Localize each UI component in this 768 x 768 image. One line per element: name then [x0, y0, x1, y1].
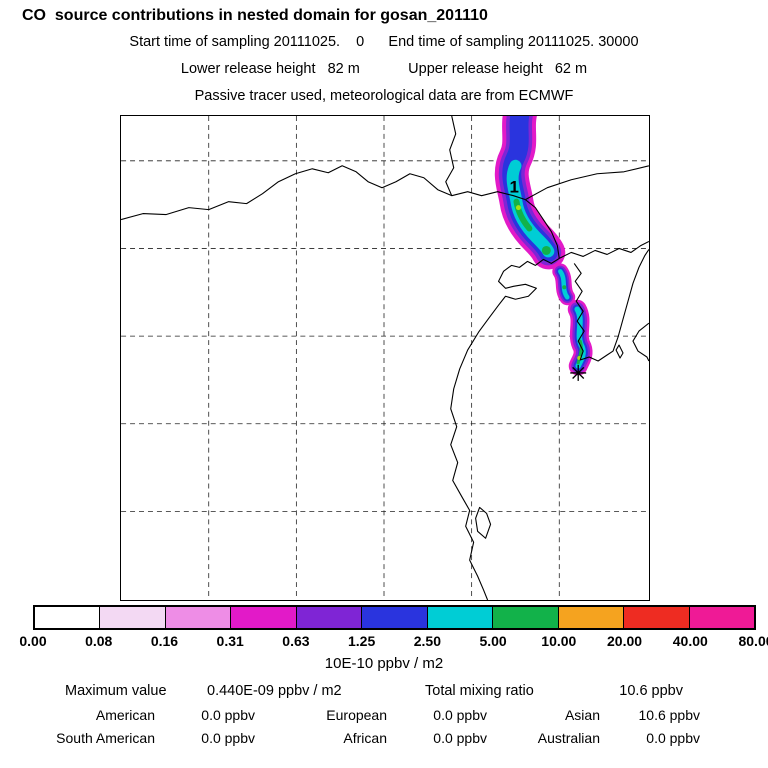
colorbar-tick-label: 1.25 [348, 633, 376, 649]
region-stat: Asian 10.6 ppbv [487, 707, 700, 724]
colorbar-segment [557, 607, 624, 628]
colorbar-segment [164, 607, 231, 628]
colorbar-segment [623, 607, 689, 628]
region-stat: European 0.0 ppbv [255, 707, 487, 724]
grid-lines [121, 116, 649, 600]
region-stat-value: 0.0 ppbv [646, 730, 700, 746]
region-stat-value: 0.0 ppbv [433, 707, 487, 723]
region-stat-value: 0.0 ppbv [433, 730, 487, 746]
plume-contours [494, 116, 593, 376]
total-mixing-ratio-label: Total mixing ratio [425, 683, 534, 699]
colorbar-segment [492, 607, 558, 628]
korea-coast [573, 249, 649, 362]
region-stat-label: South American [56, 730, 155, 746]
colorbar-tick-label: 0.16 [150, 633, 179, 649]
colorbar-tick-label: 40.00 [672, 633, 708, 649]
total-mixing-ratio-value: 10.6 ppbv [619, 683, 683, 699]
colorbar-tick-label: 20.00 [607, 633, 643, 649]
map-svg: 1 [121, 116, 649, 600]
colorbar-segment [230, 607, 296, 628]
kyushu-coast [632, 322, 649, 362]
colorbar-tick-label: 5.00 [479, 633, 507, 649]
region-stat: South American 0.0 ppbv [0, 730, 255, 747]
colorbar-tick-label: 0.00 [19, 633, 47, 649]
region-stat-value: 0.0 ppbv [201, 730, 255, 746]
max-value-label: Maximum value [65, 683, 167, 699]
region-stat-label: Australian [537, 730, 600, 746]
colorbar-segment [361, 607, 427, 628]
figure-title: CO source contributions in nested domain… [22, 7, 488, 24]
region-stat-label: American [95, 707, 155, 723]
map-panel: 1 [120, 115, 650, 601]
border-top [445, 116, 457, 196]
region-stat-label: African [343, 730, 387, 746]
china-coast [450, 257, 560, 600]
summary-stats-row: Maximum value 0.440E-09 ppbv / m2 Total … [0, 683, 768, 703]
max-value: 0.440E-09 ppbv / m2 [207, 683, 342, 699]
colorbar-tick-label: 80.00 [738, 633, 768, 649]
tsushima-island [615, 344, 624, 359]
colorbar-tick-label: 0.31 [216, 633, 244, 649]
taiwan-island [475, 506, 492, 539]
region-stat: African 0.0 ppbv [255, 730, 487, 747]
colorbar-segment [295, 607, 362, 628]
region-stat-label: European [326, 707, 387, 723]
colorbar-segment [35, 607, 100, 628]
region-stat-value: 10.6 ppbv [638, 707, 701, 723]
colorbar-unit-label: 10E-10 ppbv / m2 [324, 655, 444, 672]
plume-label: 1 [509, 178, 518, 197]
region-stat-label: Asian [564, 707, 600, 723]
colorbar-segment [426, 607, 493, 628]
colorbar [33, 605, 756, 630]
receptor-marker [570, 364, 587, 381]
korea-north-border [559, 240, 649, 259]
colorbar-segment [99, 607, 165, 628]
tracer-note-line: Passive tracer used, meteorological data… [194, 88, 574, 104]
colorbar-tick-label: 0.08 [85, 633, 113, 649]
border-north [121, 165, 526, 221]
border-to-bohai [525, 199, 560, 259]
region-stat: American 0.0 ppbv [0, 707, 255, 724]
colorbar-tick-label: 0.63 [282, 633, 310, 649]
region-stats: American 0.0 ppbv European 0.0 ppbv Asian 10.… [0, 707, 768, 747]
release-heights-line: Lower release height 82 m Upper release … [180, 61, 588, 77]
colorbar-segment [688, 607, 754, 628]
colorbar-tick-label: 2.50 [413, 633, 441, 649]
border-northeast [525, 165, 649, 201]
sampling-times-line: Start time of sampling 20111025. 0 End t… [129, 34, 639, 50]
region-stat: Australian 0.0 ppbv [487, 730, 700, 747]
colorbar-ticks: 0.00 0.08 0.16 0.31 0.63 1.25 2.50 5.00 10.00 20.… [19, 633, 768, 650]
region-stat-value: 0.0 ppbv [201, 707, 255, 723]
colorbar-tick-label: 10.00 [541, 633, 577, 649]
coastlines [121, 116, 649, 600]
